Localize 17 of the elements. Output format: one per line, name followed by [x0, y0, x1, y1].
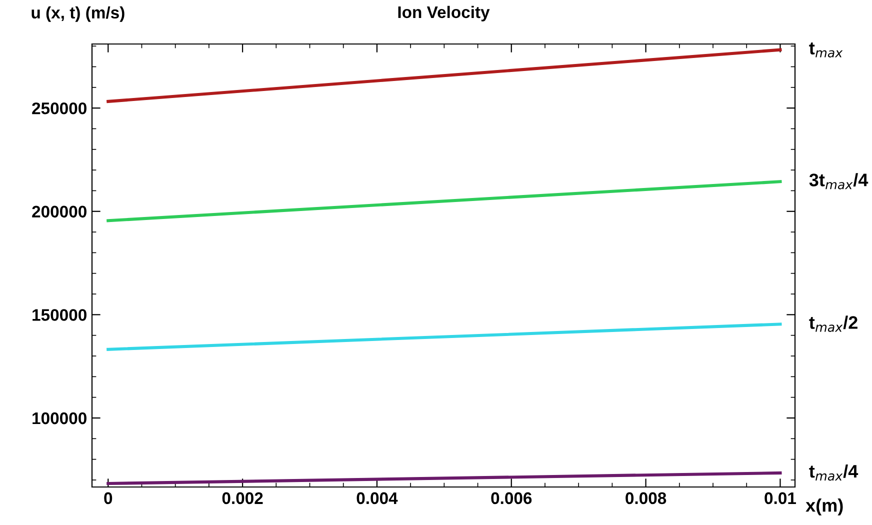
y-tick-label: 200000 [32, 206, 86, 218]
series-label: 3t$_{max}$/4 [809, 173, 868, 190]
y-axis-title: u (x, t) (m/s) [32, 6, 124, 22]
x-tick-label: 0 [104, 492, 112, 504]
series-label: t$_{max}$/4 [809, 464, 858, 481]
y-tick-label: 150000 [32, 309, 86, 321]
y-tick-label: 250000 [32, 102, 86, 114]
x-tick-label: 0.004 [356, 492, 398, 504]
chart-title: Ion Velocity [398, 6, 490, 22]
y-tick-label: 100000 [32, 412, 86, 424]
x-tick-label: 0.006 [491, 492, 532, 504]
series-label: t$_{max}$ [809, 42, 843, 58]
x-tick-label: 0.008 [626, 492, 666, 504]
series-label: t$_{max}$/2 [809, 316, 858, 332]
x-tick-label: 0.01 [764, 492, 796, 504]
x-axis-title: x(m) [806, 498, 843, 516]
x-tick-label: 0.002 [222, 492, 263, 504]
